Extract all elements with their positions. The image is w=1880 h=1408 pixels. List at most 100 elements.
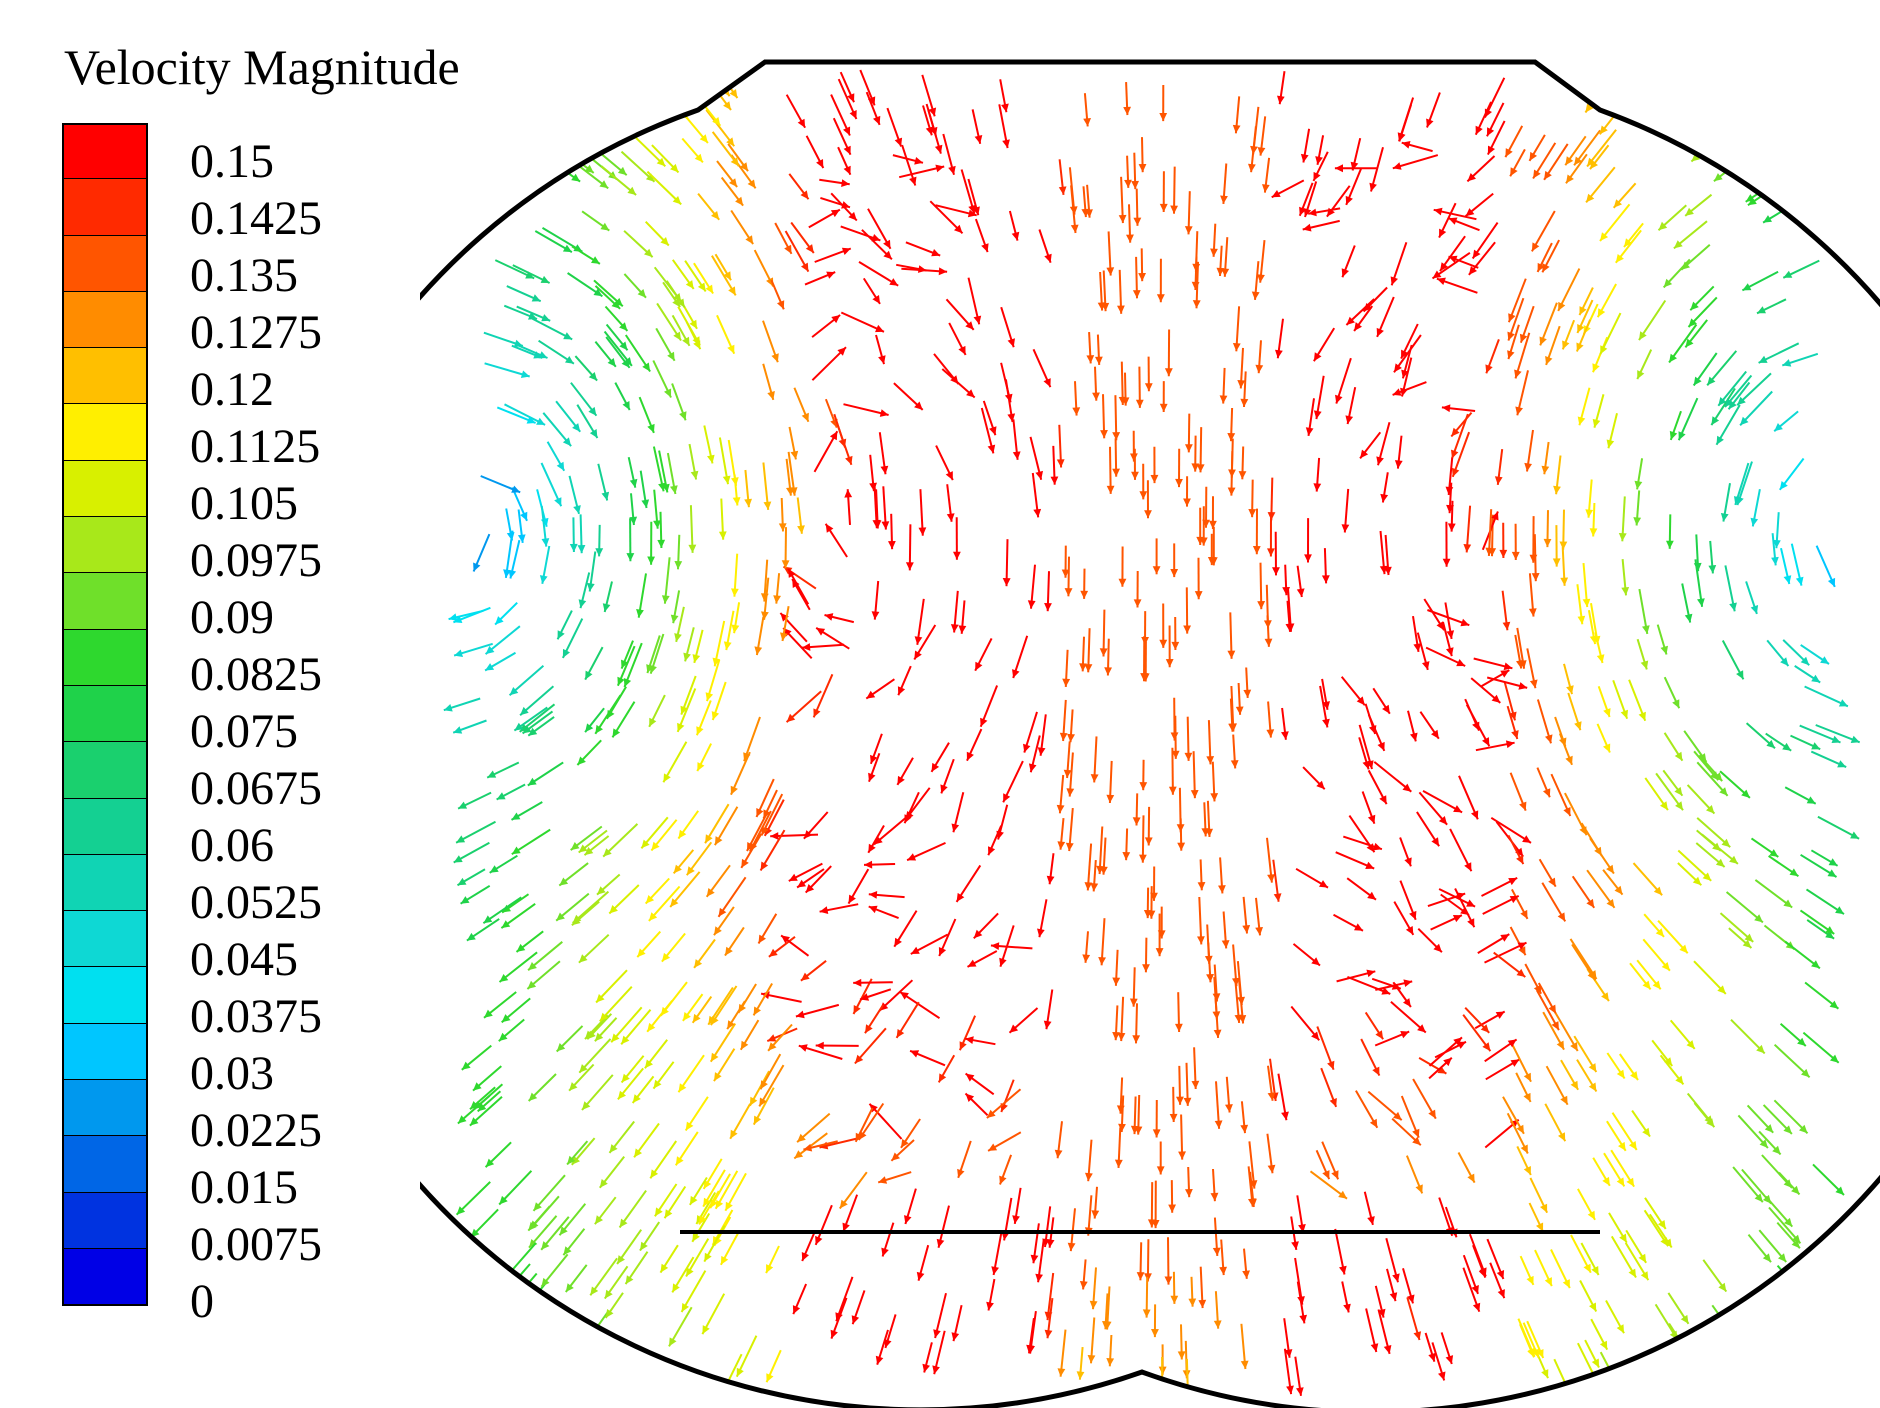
- vessel-boundary: [420, 59, 1880, 1408]
- vector-arrowhead: [653, 1079, 662, 1089]
- vector-arrowhead: [1448, 217, 1458, 225]
- colorbar-tick-label: 0.0225: [190, 1104, 322, 1157]
- vector-arrowhead: [759, 1097, 767, 1107]
- vector-arrowhead: [1436, 277, 1446, 285]
- vector-arrowhead: [1150, 892, 1158, 901]
- vector-arrowhead: [1044, 1329, 1053, 1339]
- vector-arrowhead: [1380, 493, 1389, 503]
- vector-arrowhead: [1118, 578, 1127, 587]
- vector-arrowhead: [672, 196, 682, 205]
- vector-arrowhead: [1401, 141, 1411, 149]
- vector-arrowhead: [965, 321, 974, 330]
- vector-arrowhead: [1220, 195, 1228, 204]
- vector-arrowhead: [528, 962, 537, 971]
- vector-arrowhead: [731, 624, 740, 634]
- vector-arrowhead: [1587, 971, 1596, 981]
- vector-arrowhead: [1653, 886, 1663, 896]
- vector-arrowhead: [1131, 471, 1139, 480]
- vector-arrowhead: [1339, 1265, 1347, 1275]
- vector-arrowhead: [1772, 1145, 1781, 1155]
- vector-arrowhead: [1169, 1113, 1178, 1122]
- vector-arrowhead: [692, 1013, 701, 1023]
- vector-arrowhead: [959, 1041, 967, 1051]
- vector-arrowhead: [501, 1014, 511, 1023]
- vector-arrowhead: [854, 1054, 864, 1064]
- vector-arrowhead: [1756, 1044, 1765, 1054]
- vector-arrowhead: [1168, 786, 1177, 795]
- vector-arrowhead: [1523, 1092, 1531, 1102]
- vector-arrowhead: [483, 915, 493, 924]
- vector-arrowhead: [485, 645, 495, 655]
- vector-arrowhead: [459, 1300, 468, 1310]
- vector-arrowhead: [1305, 427, 1314, 436]
- vector-arrowhead: [681, 1303, 689, 1312]
- vector-arrowhead: [872, 295, 880, 304]
- vector-arrowhead: [1087, 1355, 1096, 1364]
- velocity-vector: [532, 95, 559, 117]
- vector-arrowhead: [1681, 261, 1690, 270]
- vector-arrowhead: [1403, 979, 1413, 987]
- vector-arrowhead: [1586, 898, 1595, 908]
- vector-arrowhead: [874, 836, 883, 845]
- vector-arrowhead: [1457, 1041, 1466, 1049]
- vector-arrowhead: [556, 1043, 566, 1052]
- vector-arrowhead: [1446, 647, 1454, 657]
- vector-arrowhead: [632, 1094, 641, 1103]
- vector-arrowhead: [621, 1035, 630, 1045]
- vector-arrowhead: [511, 846, 521, 855]
- vector-arrowhead: [649, 664, 657, 674]
- vector-arrowhead: [1251, 291, 1260, 300]
- vector-arrowhead: [1589, 1302, 1597, 1312]
- vector-arrowhead: [1797, 1037, 1806, 1046]
- vector-arrowhead: [1064, 588, 1073, 597]
- vector-arrowhead: [1367, 814, 1376, 824]
- vector-arrowhead: [740, 162, 748, 172]
- vector-arrowhead: [484, 1009, 493, 1018]
- vector-arrowhead: [1485, 364, 1493, 374]
- vector-arrowhead: [1754, 914, 1763, 923]
- vector-arrowhead: [1491, 511, 1499, 521]
- vector-arrowhead: [766, 1264, 774, 1274]
- vector-arrowhead: [894, 937, 902, 947]
- vector-arrowhead: [1291, 1241, 1299, 1250]
- vector-arrowhead: [1171, 750, 1180, 759]
- vector-arrowhead: [1516, 968, 1526, 977]
- vector-arrowhead: [527, 980, 537, 989]
- vector-arrowhead: [1540, 1203, 1548, 1213]
- vector-arrowhead: [1175, 1023, 1183, 1032]
- vector-arrowhead: [932, 1365, 940, 1375]
- vector-arrowhead: [1543, 538, 1552, 548]
- vector-arrowhead: [1101, 302, 1110, 312]
- vector-arrowhead: [1589, 528, 1598, 537]
- vector-arrowhead: [690, 470, 699, 480]
- vector-arrowhead: [689, 319, 697, 329]
- vector-arrowhead: [914, 650, 922, 660]
- vector-arrowhead: [781, 560, 790, 569]
- vector-arrowhead: [596, 994, 605, 1003]
- vector-arrowhead: [1574, 721, 1582, 731]
- vector-arrowhead: [621, 659, 629, 669]
- vector-arrowhead: [1453, 805, 1463, 813]
- vector-arrowhead: [1825, 926, 1835, 934]
- vector-arrowhead: [1566, 174, 1574, 184]
- vector-arrowhead: [644, 1059, 653, 1069]
- vector-arrowhead: [1642, 980, 1651, 990]
- vector-arrowhead: [650, 1169, 659, 1179]
- vector-arrowhead: [697, 762, 705, 772]
- vector-arrowhead: [487, 770, 497, 778]
- vector-arrowhead: [563, 1246, 572, 1256]
- vector-arrowhead: [797, 879, 806, 888]
- colorbar-band: [62, 1136, 148, 1193]
- vector-arrowhead: [1057, 1368, 1066, 1377]
- vector-arrowhead: [1198, 1299, 1207, 1309]
- vector-arrowhead: [443, 704, 453, 712]
- vector-arrowhead: [1076, 1371, 1085, 1380]
- vector-arrowhead: [674, 561, 683, 570]
- vector-arrowhead: [1383, 1345, 1392, 1354]
- vector-arrowhead: [1729, 602, 1737, 612]
- vector-arrowhead: [511, 485, 521, 493]
- vector-arrowhead: [1592, 418, 1601, 428]
- vector-arrowhead: [1326, 207, 1335, 217]
- vector-arrowhead: [1003, 793, 1011, 803]
- vector-arrowhead: [950, 624, 959, 633]
